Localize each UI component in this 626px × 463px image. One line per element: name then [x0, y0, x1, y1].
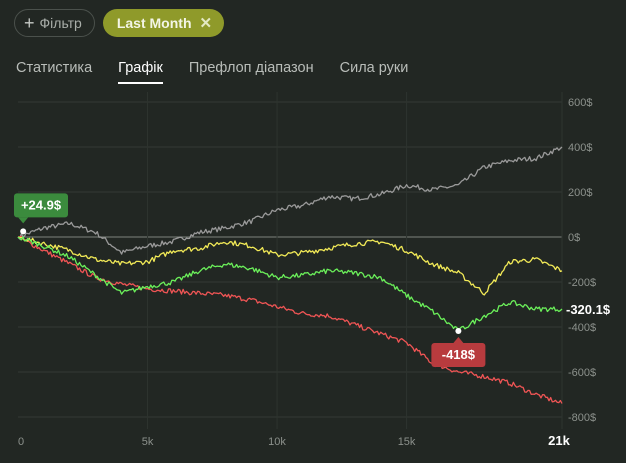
annotation-badge — [14, 193, 68, 218]
chart-annotations: +24.9$ -418$ -320.1$ — [14, 193, 611, 368]
tab-graph[interactable]: Графік — [118, 60, 163, 84]
series-line-yellow — [17, 236, 563, 296]
x-tick-label: 15k — [398, 436, 416, 448]
x-tick-label: 0 — [18, 436, 24, 448]
tab-bar: Статистика Графік Префлоп діапазон Сила … — [16, 60, 434, 84]
plus-icon: + — [24, 13, 35, 33]
annotation-point — [20, 228, 27, 235]
annotation-label: +24.9$ — [21, 197, 62, 212]
annotation-pointer — [453, 337, 464, 344]
close-icon[interactable]: ✕ — [199, 14, 213, 32]
end-value-label: -320.1$ — [566, 302, 611, 317]
active-filter-chip[interactable]: Last Month ✕ — [102, 9, 225, 37]
series-line-green — [17, 236, 563, 334]
y-tick-label: 600$ — [568, 97, 592, 109]
x-axis-labels: 0 5k 10k 15k 21k — [18, 433, 571, 448]
annotation-badge — [431, 343, 486, 368]
y-axis-labels: 600$ 400$ 200$ 0$ -200$ -400$ -600$ -800$ — [568, 97, 596, 424]
chart-grid — [18, 92, 563, 429]
add-filter-button[interactable]: + Фільтр — [14, 9, 95, 37]
y-tick-label: -600$ — [568, 367, 596, 379]
annotation-pointer — [18, 217, 29, 224]
y-tick-label: 400$ — [568, 142, 592, 154]
annotation-point — [455, 328, 462, 335]
y-tick-label: -800$ — [568, 412, 596, 424]
y-tick-label: 0$ — [568, 232, 580, 244]
x-tick-label: 10k — [268, 436, 286, 448]
tab-hand-strength[interactable]: Сила руки — [339, 60, 409, 76]
series-line-gray — [17, 146, 563, 255]
y-tick-label: -200$ — [568, 277, 596, 289]
tab-preflop-range[interactable]: Префлоп діапазон — [188, 60, 314, 76]
y-tick-label: -400$ — [568, 322, 596, 334]
x-tick-label: 5k — [142, 436, 154, 448]
annotation-label: -418$ — [442, 347, 476, 362]
chart-series — [17, 146, 563, 404]
x-tick-label: 21k — [548, 433, 570, 448]
y-tick-label: 200$ — [568, 187, 592, 199]
add-filter-label: Фільтр — [39, 15, 82, 31]
series-line-red — [17, 235, 563, 404]
tab-statistics[interactable]: Статистика — [16, 60, 93, 76]
active-filter-label: Last Month — [116, 15, 192, 31]
filter-bar: + Фільтр Last Month ✕ — [14, 9, 225, 37]
